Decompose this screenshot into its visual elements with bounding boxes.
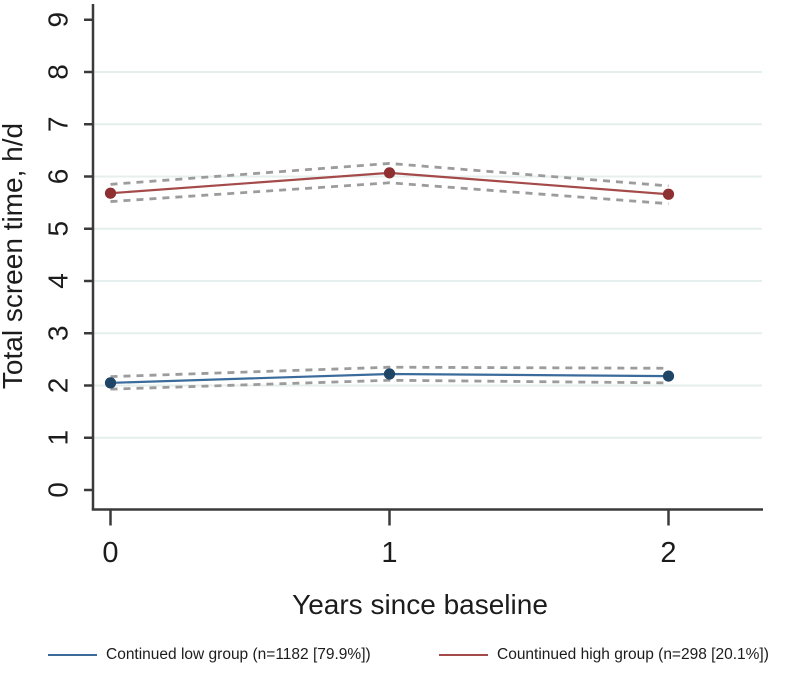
x-tick-label-0: 0 (102, 537, 118, 569)
legend-item-continued-low: Continued low group (n=1182 [79.9%]) (48, 646, 371, 664)
y-tick-label-4: 4 (43, 273, 74, 289)
x-tick-label-2: 2 (660, 537, 676, 569)
series-1-marker-x1 (383, 167, 396, 179)
series-1-ci-lower-dashed-line (110, 181, 669, 206)
x-tick-label-1: 1 (381, 537, 397, 569)
series-1-ci-upper-dashed-line (110, 162, 669, 188)
legend-label-countinued-high: Countinued high group (n=298 [20.1%]) (497, 646, 769, 663)
y-tick-label-6: 6 (43, 169, 74, 185)
series-0-ci-lower-dashed-line (110, 378, 669, 391)
line-chart-plot-area: 0 1 2 3 4 5 6 7 8 9 0 1 2 Total screen time, h/d Year… (0, 4, 763, 620)
series-1-marker-x0 (104, 187, 117, 199)
y-tick-label-9: 9 (43, 12, 74, 28)
legend-line-continued-low-icon (48, 653, 97, 657)
y-tick-label-8: 8 (43, 64, 74, 80)
y-tick-label-1: 1 (43, 430, 74, 446)
series-1-marker-x2 (662, 188, 675, 200)
series-0-ci-upper-dashed-line (110, 365, 669, 379)
legend-label-continued-low: Continued low group (n=1182 [79.9%]) (106, 646, 371, 663)
series-0-marker-x2 (662, 370, 675, 382)
legend-item-countinued-high: Countinued high group (n=298 [20.1%]) (439, 646, 769, 664)
y-tick-label-2: 2 (43, 378, 74, 394)
legend-line-countinued-high-icon (439, 653, 488, 657)
x-axis-title: Years since baseline (292, 589, 548, 620)
y-tick-label-5: 5 (43, 221, 74, 237)
y-tick-label-7: 7 (43, 116, 74, 132)
y-tick-label-0: 0 (43, 482, 74, 498)
series-0-marker-x1 (383, 368, 396, 380)
series-0-marker-x0 (104, 377, 117, 389)
y-tick-label-3: 3 (43, 325, 74, 341)
y-axis-title: Total screen time, h/d (0, 123, 28, 389)
